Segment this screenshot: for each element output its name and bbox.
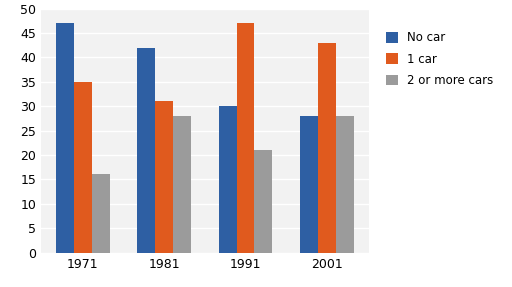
Bar — [56, 23, 74, 253]
Bar — [92, 174, 110, 253]
Bar — [155, 101, 173, 253]
Bar — [318, 43, 336, 253]
Bar — [137, 48, 155, 253]
Bar — [336, 116, 354, 253]
Bar — [219, 106, 237, 253]
Bar — [300, 116, 318, 253]
Bar — [74, 82, 92, 253]
Bar — [237, 23, 254, 253]
Bar — [254, 150, 272, 253]
Legend: No car, 1 car, 2 or more cars: No car, 1 car, 2 or more cars — [381, 27, 498, 92]
Bar — [173, 116, 191, 253]
